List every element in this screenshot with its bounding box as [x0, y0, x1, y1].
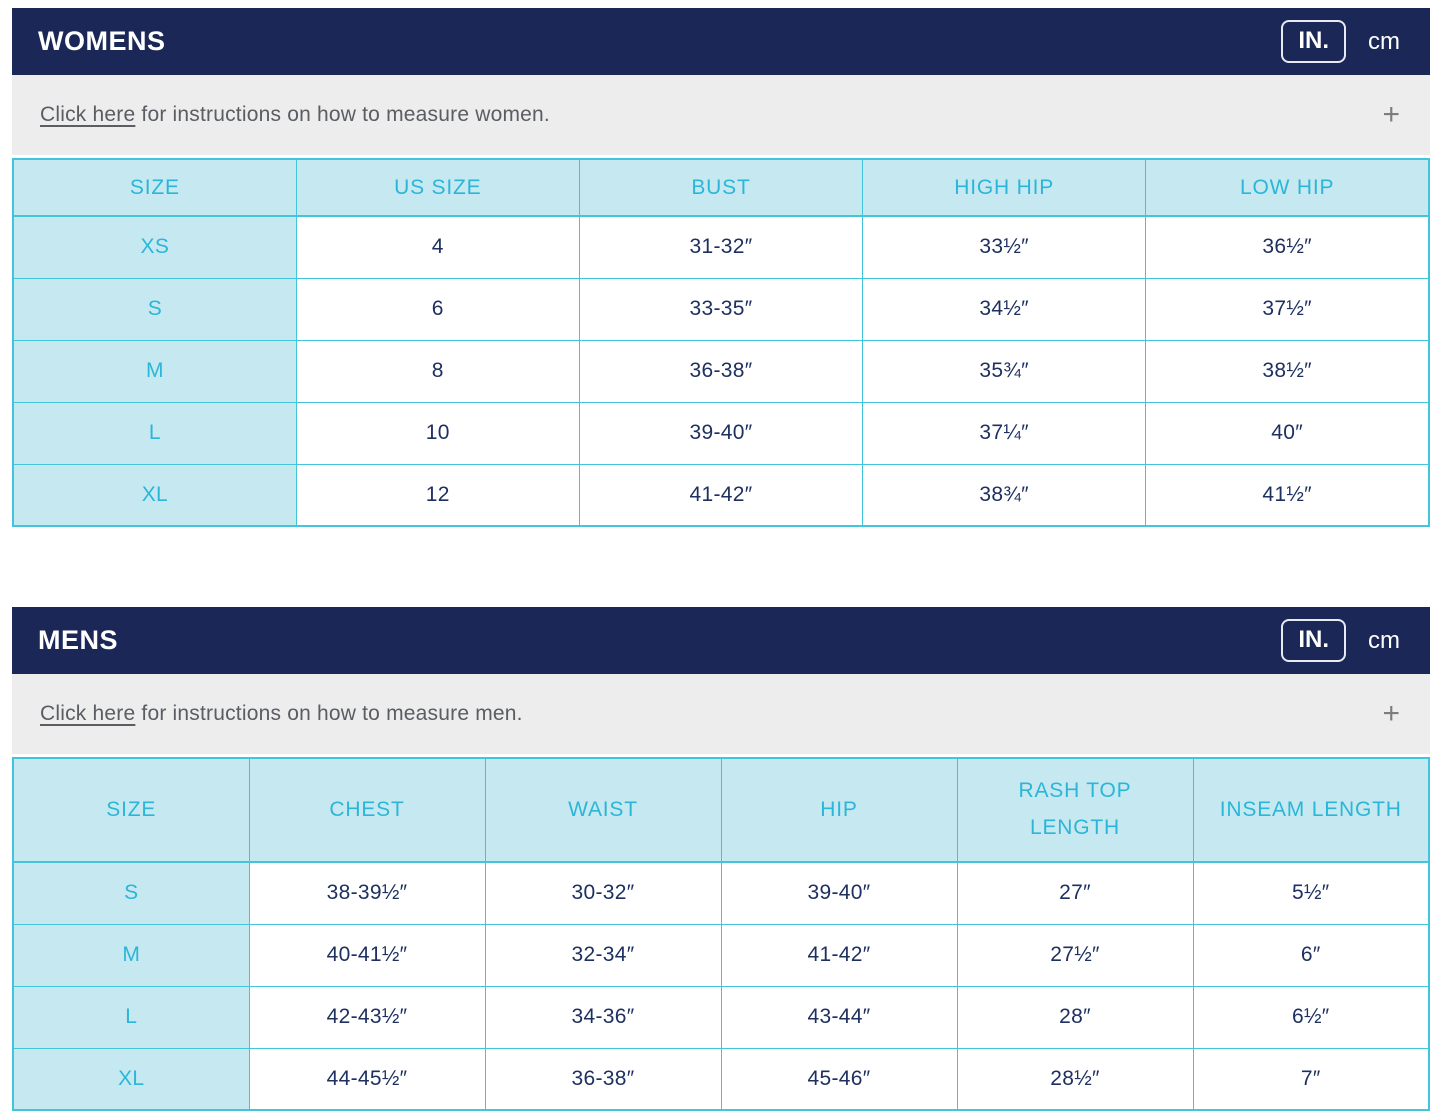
mens-instructions-text: Click here for instructions on how to me… [40, 702, 523, 726]
value-cell: 33½″ [862, 215, 1147, 279]
mens-title: MENS [38, 625, 119, 655]
value-cell: 28″ [956, 985, 1194, 1049]
table-row: S 6 33-35″ 34½″ 37½″ [12, 277, 1430, 341]
table-row: M 8 36-38″ 35¾″ 38½″ [12, 339, 1430, 403]
value-cell: 39-40″ [578, 401, 864, 465]
column-header: CHEST [248, 757, 486, 863]
value-cell: 31-32″ [578, 215, 864, 279]
size-cell: S [12, 277, 297, 341]
womens-instructions-bar: Click here for instructions on how to me… [12, 75, 1430, 155]
mens-click-here-link[interactable]: Click here [40, 702, 136, 725]
size-cell: XL [12, 1047, 250, 1111]
value-cell: 36-38″ [484, 1047, 722, 1111]
column-header: SIZE [12, 158, 297, 217]
cm-unit-button[interactable]: cm [1368, 27, 1400, 55]
size-cell: L [12, 985, 250, 1049]
womens-title: WOMENS [38, 26, 166, 56]
value-cell: 27½″ [956, 923, 1194, 987]
womens-unit-toggle: IN. cm [1281, 20, 1400, 63]
value-cell: 36½″ [1145, 215, 1430, 279]
column-header: HIGH HIP [862, 158, 1147, 217]
table-row: XL 12 41-42″ 38¾″ 41½″ [12, 463, 1430, 527]
value-cell: 34-36″ [484, 985, 722, 1049]
mens-instructions-bar: Click here for instructions on how to me… [12, 674, 1430, 754]
value-cell: 45-46″ [720, 1047, 958, 1111]
value-cell: 7″ [1192, 1047, 1430, 1111]
value-cell: 36-38″ [578, 339, 864, 403]
column-header: RASH TOP LENGTH [956, 757, 1194, 863]
value-cell: 44-45½″ [248, 1047, 486, 1111]
value-cell: 8 [295, 339, 580, 403]
womens-instructions-rest: for instructions on how to measure women… [135, 103, 550, 126]
mens-plus-expand-icon[interactable]: + [1382, 697, 1400, 730]
mens-unit-toggle: IN. cm [1281, 619, 1400, 662]
size-cell: S [12, 861, 250, 925]
value-cell: 40-41½″ [248, 923, 486, 987]
womens-header-bar: WOMENS IN. cm [12, 8, 1430, 75]
value-cell: 37¼″ [862, 401, 1147, 465]
size-cell: XL [12, 463, 297, 527]
size-cell: L [12, 401, 297, 465]
size-cell: M [12, 923, 250, 987]
inches-unit-button[interactable]: IN. [1281, 619, 1346, 662]
value-cell: 27″ [956, 861, 1194, 925]
value-cell: 5½″ [1192, 861, 1430, 925]
womens-section: WOMENS IN. cm Click here for instruction… [12, 8, 1430, 527]
column-header: INSEAM LENGTH [1192, 757, 1430, 863]
table-row: M 40-41½″ 32-34″ 41-42″ 27½″ 6″ [12, 923, 1430, 987]
womens-size-table: SIZE US SIZE BUST HIGH HIP LOW HIP XS 4 31-32″ 3… [12, 158, 1430, 527]
womens-plus-expand-icon[interactable]: + [1382, 98, 1400, 131]
value-cell: 41-42″ [578, 463, 864, 527]
value-cell: 33-35″ [578, 277, 864, 341]
column-header: SIZE [12, 757, 250, 863]
value-cell: 40″ [1145, 401, 1430, 465]
value-cell: 4 [295, 215, 580, 279]
value-cell: 38-39½″ [248, 861, 486, 925]
column-header: LOW HIP [1145, 158, 1430, 217]
value-cell: 38¾″ [862, 463, 1147, 527]
value-cell: 37½″ [1145, 277, 1430, 341]
column-header: BUST [578, 158, 864, 217]
value-cell: 6 [295, 277, 580, 341]
value-cell: 35¾″ [862, 339, 1147, 403]
inches-unit-button[interactable]: IN. [1281, 20, 1346, 63]
value-cell: 41-42″ [720, 923, 958, 987]
header-row: SIZE CHEST WAIST HIP RASH TOP LENGTH INSEAM L… [12, 757, 1430, 863]
value-cell: 42-43½″ [248, 985, 486, 1049]
size-cell: M [12, 339, 297, 403]
table-row: S 38-39½″ 30-32″ 39-40″ 27″ 5½″ [12, 861, 1430, 925]
value-cell: 43-44″ [720, 985, 958, 1049]
size-cell: XS [12, 215, 297, 279]
table-row: XS 4 31-32″ 33½″ 36½″ [12, 215, 1430, 279]
womens-instructions-text: Click here for instructions on how to me… [40, 103, 550, 127]
value-cell: 34½″ [862, 277, 1147, 341]
value-cell: 32-34″ [484, 923, 722, 987]
value-cell: 30-32″ [484, 861, 722, 925]
mens-section: MENS IN. cm Click here for instructions … [12, 607, 1430, 1111]
value-cell: 41½″ [1145, 463, 1430, 527]
value-cell: 6½″ [1192, 985, 1430, 1049]
column-header: WAIST [484, 757, 722, 863]
value-cell: 28½″ [956, 1047, 1194, 1111]
value-cell: 38½″ [1145, 339, 1430, 403]
header-row: SIZE US SIZE BUST HIGH HIP LOW HIP [12, 158, 1430, 217]
value-cell: 12 [295, 463, 580, 527]
table-row: L 42-43½″ 34-36″ 43-44″ 28″ 6½″ [12, 985, 1430, 1049]
column-header: US SIZE [295, 158, 580, 217]
value-cell: 39-40″ [720, 861, 958, 925]
table-row: XL 44-45½″ 36-38″ 45-46″ 28½″ 7″ [12, 1047, 1430, 1111]
column-header: HIP [720, 757, 958, 863]
mens-instructions-rest: for instructions on how to measure men. [135, 702, 523, 725]
value-cell: 10 [295, 401, 580, 465]
table-row: L 10 39-40″ 37¼″ 40″ [12, 401, 1430, 465]
mens-size-table: SIZE CHEST WAIST HIP RASH TOP LENGTH INSEAM L… [12, 757, 1430, 1111]
cm-unit-button[interactable]: cm [1368, 626, 1400, 654]
value-cell: 6″ [1192, 923, 1430, 987]
mens-header-bar: MENS IN. cm [12, 607, 1430, 674]
womens-click-here-link[interactable]: Click here [40, 103, 136, 126]
